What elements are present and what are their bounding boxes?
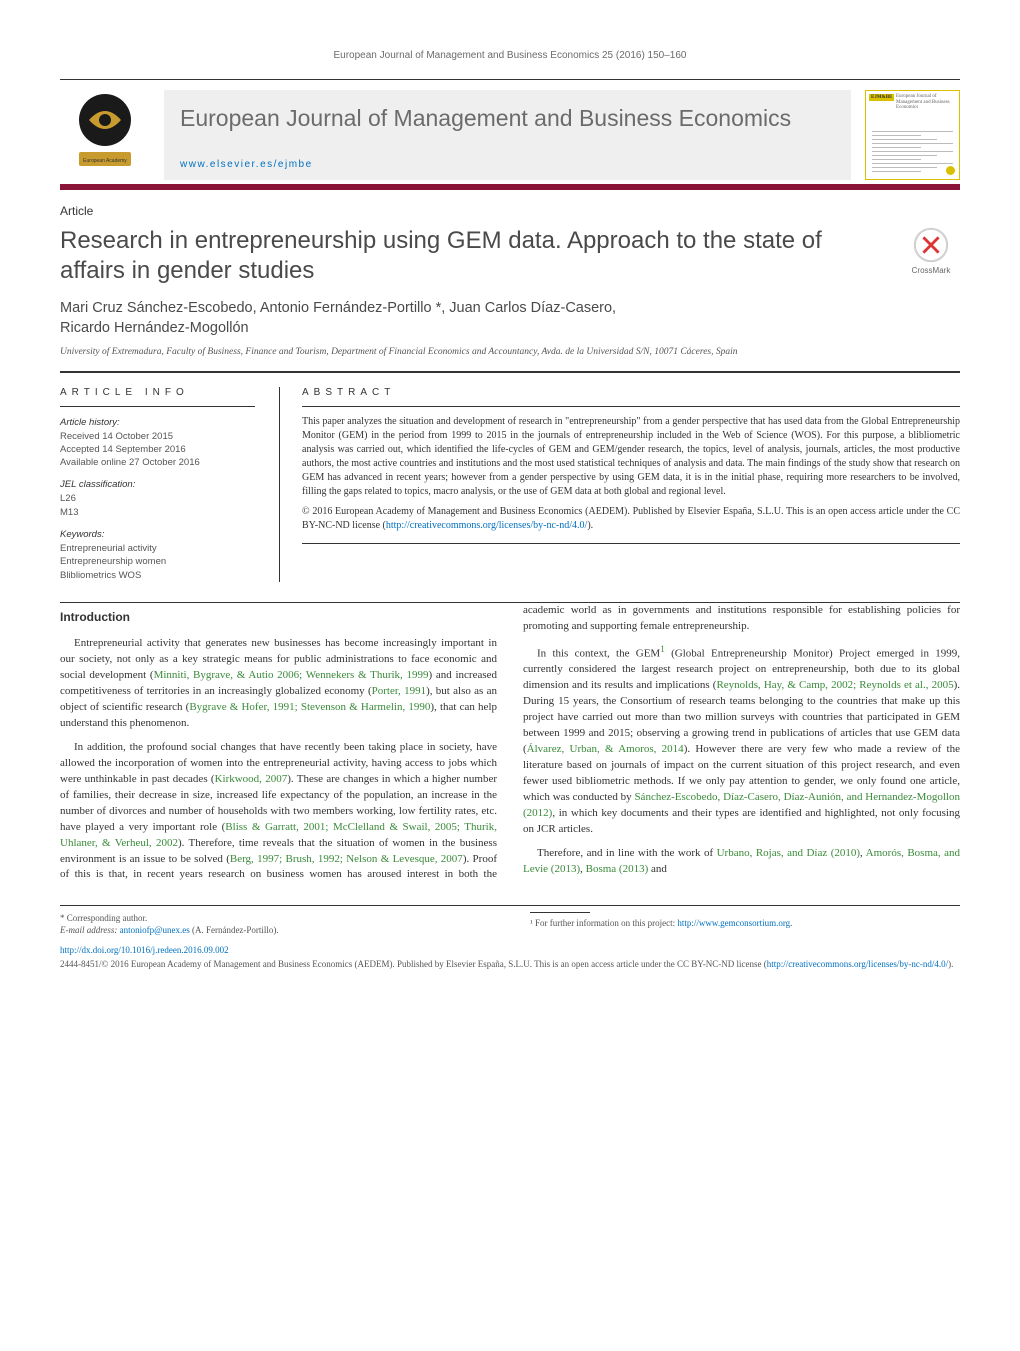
article-title: Research in entrepreneurship using GEM d…: [60, 226, 890, 286]
doi-link[interactable]: http://dx.doi.org/10.1016/j.redeen.2016.…: [60, 944, 960, 956]
corr-label: * Corresponding author.: [60, 912, 490, 924]
footnote-url[interactable]: http://www.gemconsortium.org: [677, 918, 790, 928]
citation[interactable]: Álvarez, Urban, & Amoros, 2014: [527, 743, 684, 755]
article-info-heading: article info: [60, 387, 255, 398]
issn-cc-link[interactable]: http://creativecommons.org/licenses/by-n…: [767, 959, 948, 969]
cover-badge-subtitle: European Journal of Management and Busin…: [896, 94, 959, 111]
journal-cover-thumb: EJM&BE European Journal of Management an…: [865, 90, 960, 180]
history-accepted: Accepted 14 September 2016: [60, 443, 255, 456]
affiliation: University of Extremadura, Faculty of Bu…: [60, 347, 960, 357]
keywords-label: Keywords:: [60, 529, 255, 540]
authors-line1: Mari Cruz Sánchez-Escobedo, Antonio Fern…: [60, 300, 616, 316]
citation[interactable]: Berg, 1997; Brush, 1992; Nelson & Levesq…: [230, 853, 463, 865]
history-label: Article history:: [60, 417, 255, 428]
keyword: Entrepreneurship women: [60, 555, 255, 568]
body-paragraph: Entrepreneurial activity that generates …: [60, 636, 497, 732]
email-person: (A. Fernández-Portillo).: [190, 925, 279, 935]
corresponding-author-footnote: * Corresponding author. E-mail address: …: [60, 912, 490, 936]
email-label: E-mail address:: [60, 925, 117, 935]
email-link[interactable]: antoniofp@unex.es: [120, 925, 190, 935]
jel-code: M13: [60, 506, 255, 519]
running-head: European Journal of Management and Busin…: [60, 50, 960, 61]
history-received: Received 14 October 2015: [60, 430, 255, 443]
keyword: Entrepreneurial activity: [60, 542, 255, 555]
crossmark-badge[interactable]: CrossMark: [902, 226, 960, 275]
cover-badge: EJM&BE: [869, 94, 894, 101]
publisher-logo: European Academy: [60, 90, 150, 180]
abstract-block: abstract This paper analyzes the situati…: [279, 387, 960, 582]
copyright-text: © 2016 European Academy of Management an…: [302, 505, 960, 533]
citation[interactable]: Urbano, Rojas, and Díaz (2010): [717, 847, 860, 859]
jel-label: JEL classification:: [60, 479, 255, 490]
jel-code: L26: [60, 492, 255, 505]
citation[interactable]: Porter, 1991: [372, 685, 426, 697]
section-heading-intro: Introduction: [60, 609, 497, 626]
page-footer: * Corresponding author. E-mail address: …: [60, 905, 960, 971]
article-body: Introduction Entrepreneurial activity th…: [60, 603, 960, 885]
svg-text:European Academy: European Academy: [83, 158, 127, 164]
cc-license-link[interactable]: http://creativecommons.org/licenses/by-n…: [386, 520, 587, 531]
footnote-1: ¹ For further information on this projec…: [530, 912, 960, 936]
article-info-sidebar: article info Article history: Received 1…: [60, 387, 255, 582]
body-paragraph: Therefore, and in line with the work of …: [523, 846, 960, 878]
citation[interactable]: Reynolds, Hay, & Camp, 2002; Reynolds et…: [716, 679, 953, 691]
journal-title: European Journal of Management and Busin…: [180, 104, 835, 133]
crossmark-label: CrossMark: [902, 266, 960, 275]
history-online: Available online 27 October 2016: [60, 456, 255, 469]
authors: Mari Cruz Sánchez-Escobedo, Antonio Fern…: [60, 298, 960, 339]
article-meta: article info Article history: Received 1…: [60, 372, 960, 582]
copyright-close: ).: [587, 520, 593, 531]
journal-url[interactable]: www.elsevier.es/ejmbe: [180, 159, 835, 170]
authors-line2: Ricardo Hernández-Mogollón: [60, 320, 249, 336]
abstract-text: This paper analyzes the situation and de…: [302, 415, 960, 499]
citation[interactable]: Bosma (2013): [586, 863, 649, 875]
issn-license-text: 2444-8451/© 2016 European Academy of Man…: [60, 958, 960, 970]
abstract-heading: abstract: [302, 387, 960, 398]
citation[interactable]: Kirkwood, 2007: [215, 773, 288, 785]
keyword: Blibliometrics WOS: [60, 569, 255, 582]
body-paragraph: In this context, the GEM1 (Global Entrep…: [523, 643, 960, 838]
citation[interactable]: Minniti, Bygrave, & Autio 2006; Wenneker…: [154, 669, 429, 681]
article-type: Article: [60, 204, 960, 218]
citation[interactable]: Bygrave & Hofer, 1991; Stevenson & Harme…: [189, 701, 430, 713]
journal-header: European Academy European Journal of Man…: [60, 79, 960, 180]
header-accent-bar: [60, 184, 960, 190]
journal-title-box: European Journal of Management and Busin…: [164, 90, 851, 180]
